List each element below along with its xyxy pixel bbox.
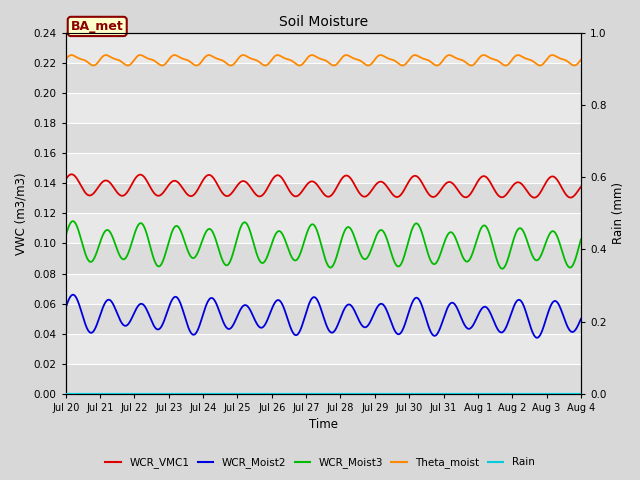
Bar [66,63,581,93]
Bar [66,93,581,123]
Legend: WCR_VMC1, WCR_Moist2, WCR_Moist3, Theta_moist, Rain: WCR_VMC1, WCR_Moist2, WCR_Moist3, Theta_… [101,453,539,472]
Bar [66,123,581,153]
Bar [66,214,581,243]
Bar [66,33,581,63]
Bar [66,274,581,303]
Bar [66,153,581,183]
Title: Soil Moisture: Soil Moisture [279,15,368,29]
Text: BA_met: BA_met [71,20,124,33]
X-axis label: Time: Time [309,419,338,432]
Bar [66,334,581,364]
Bar [66,243,581,274]
Y-axis label: VWC (m3/m3): VWC (m3/m3) [15,172,28,255]
Bar [66,364,581,394]
Bar [66,183,581,214]
Y-axis label: Rain (mm): Rain (mm) [612,182,625,244]
Bar [66,303,581,334]
